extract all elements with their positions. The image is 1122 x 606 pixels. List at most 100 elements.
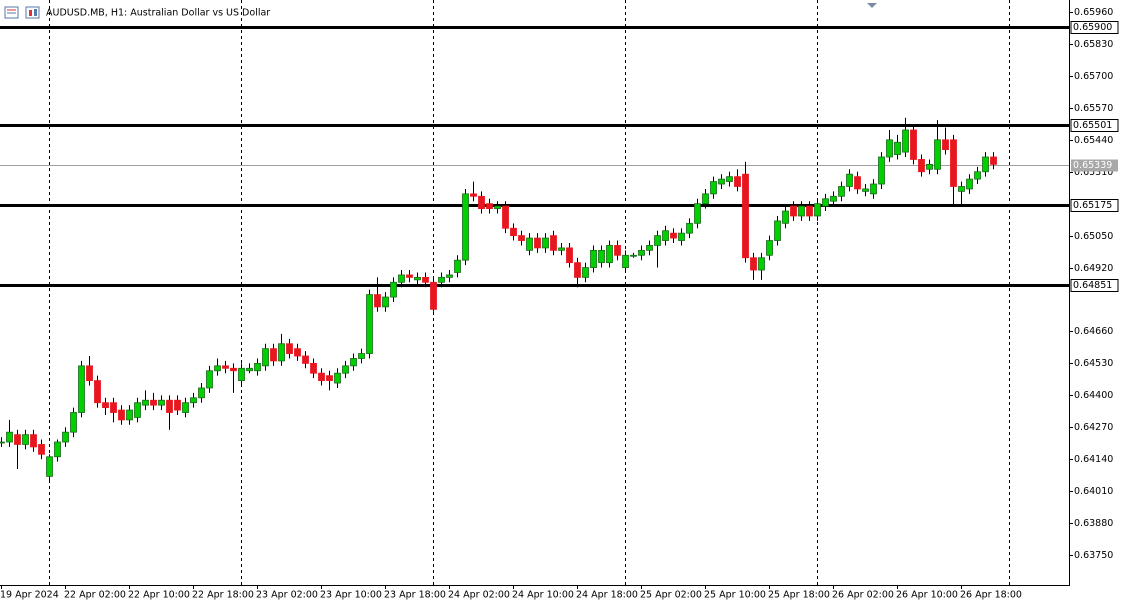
candle-body	[278, 343, 285, 362]
level-label-box	[1070, 279, 1119, 292]
current-price-label: 0.65339	[1073, 160, 1112, 171]
chart-title: AUDUSD.MB, H1: Australian Dollar vs US D…	[46, 8, 270, 19]
candle-body	[46, 456, 53, 477]
y-tick-label: 0.64010	[1074, 486, 1113, 497]
candle-body	[782, 210, 789, 224]
candle-body	[910, 129, 917, 160]
candle-body	[6, 431, 13, 443]
x-tick-label: 22 Apr 10:00	[128, 590, 190, 601]
y-tick-label: 0.64270	[1074, 422, 1113, 433]
candle-body	[182, 402, 189, 413]
candle-body	[870, 183, 877, 195]
candle-body	[270, 348, 277, 362]
candle-body	[438, 276, 445, 283]
candle-body	[142, 399, 149, 406]
candle-body	[422, 276, 429, 283]
candle-body	[886, 139, 893, 158]
y-tick-label: 0.65310	[1074, 167, 1113, 178]
y-tick-label: 0.63880	[1074, 518, 1113, 529]
candle-body	[358, 353, 365, 359]
icon-bar	[29, 10, 32, 16]
candle-body	[494, 205, 501, 209]
candle-body	[350, 358, 357, 367]
x-tick-label: 25 Apr 10:00	[704, 590, 766, 601]
x-tick-label: 25 Apr 02:00	[640, 590, 702, 601]
candle-body	[614, 245, 621, 256]
candle-body	[846, 173, 853, 187]
candle-body	[630, 254, 637, 257]
candle-body	[646, 245, 653, 251]
candle-body	[862, 188, 869, 192]
level-label: 0.65175	[1073, 200, 1112, 211]
candle-body	[246, 367, 253, 372]
y-tick-label: 0.64140	[1074, 454, 1113, 465]
candle-body	[102, 402, 109, 409]
level-label-box	[1070, 21, 1119, 34]
candle-body	[326, 375, 333, 381]
candle-body	[894, 141, 901, 155]
candle-body	[734, 176, 741, 187]
candle-body	[718, 178, 725, 185]
y-tick-label: 0.64660	[1074, 326, 1113, 337]
x-tick-label: 24 Apr 10:00	[512, 590, 574, 601]
candle-body	[166, 399, 173, 413]
candle-body	[654, 235, 661, 246]
candle-body	[830, 195, 837, 202]
candle-body	[22, 434, 29, 445]
y-tick-label: 0.65700	[1074, 71, 1113, 82]
candle-body	[14, 434, 21, 445]
level-label-box	[1070, 119, 1119, 132]
candle-body	[198, 387, 205, 399]
candle-body	[582, 267, 589, 278]
candle-body	[694, 203, 701, 224]
candle-body	[470, 193, 477, 197]
candle-body	[70, 412, 77, 433]
level-label: 0.64851	[1073, 280, 1112, 291]
x-tick-label: 26 Apr 10:00	[896, 590, 958, 601]
candle-body	[606, 245, 613, 264]
level-label: 0.65900	[1073, 22, 1112, 33]
candle-body	[966, 178, 973, 190]
current-price-box	[1071, 159, 1118, 172]
candle-body	[398, 274, 405, 283]
candle-body	[662, 230, 669, 241]
candle-body	[446, 274, 453, 278]
icon-bar	[34, 9, 37, 16]
y-tick-label: 0.63750	[1074, 550, 1113, 561]
y-tick-label: 0.64400	[1074, 390, 1113, 401]
symbol-icons	[4, 6, 40, 19]
candle-body	[526, 237, 533, 251]
candle-body	[30, 434, 37, 448]
candle-body	[390, 281, 397, 298]
candle-body	[742, 173, 749, 259]
candle-body	[382, 296, 389, 308]
x-tick-label: 23 Apr 10:00	[320, 590, 382, 601]
candle-body	[710, 181, 717, 195]
candle-body	[286, 343, 293, 354]
candle-body	[990, 156, 997, 165]
candle-body	[238, 367, 245, 381]
candle-body	[814, 203, 821, 217]
candle-body	[942, 139, 949, 151]
candle-body	[62, 431, 69, 443]
candle-body	[486, 203, 493, 209]
candle-body	[958, 186, 965, 192]
candle-body	[542, 237, 549, 249]
candle-body	[118, 409, 125, 421]
candle-body	[254, 362, 261, 372]
candle-body	[510, 227, 517, 237]
candle-body	[206, 370, 213, 389]
candle-body	[702, 193, 709, 205]
y-tick-label: 0.65830	[1074, 39, 1113, 50]
candle-body	[902, 129, 909, 153]
candle-body	[726, 176, 733, 182]
candle-body	[686, 222, 693, 234]
candle-body	[318, 372, 325, 381]
y-tick-label: 0.64530	[1074, 358, 1113, 369]
candle-body	[590, 249, 597, 268]
candle-body	[878, 156, 885, 185]
candle-body	[406, 274, 413, 278]
candle-body	[518, 235, 525, 241]
candle-body	[758, 257, 765, 271]
